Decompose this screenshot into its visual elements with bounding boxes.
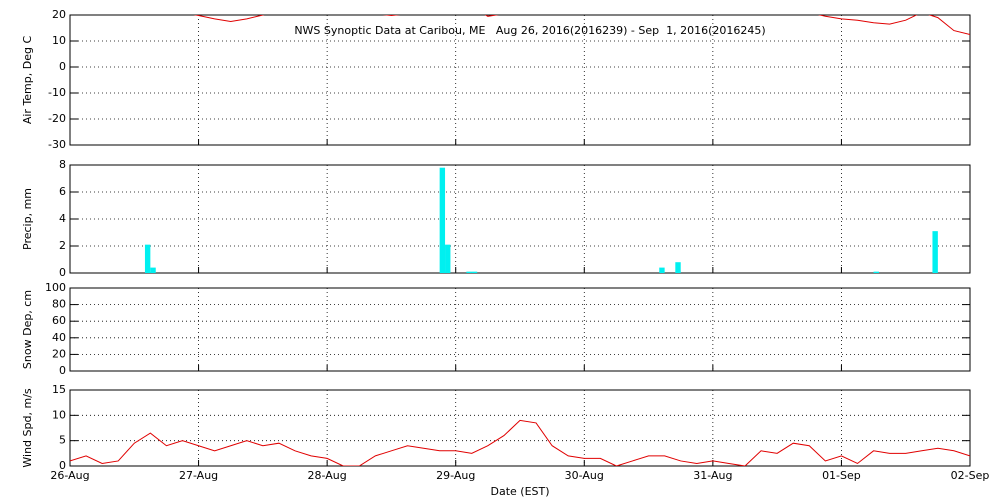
- bar: [439, 167, 446, 273]
- x-tick-label: 31-Aug: [693, 469, 732, 482]
- y-tick-label: 10: [52, 408, 66, 421]
- bar: [445, 244, 451, 273]
- y-tick-label: 100: [45, 281, 66, 294]
- y-tick-label: 4: [59, 212, 66, 225]
- x-axis-label: Date (EST): [490, 485, 549, 498]
- y-tick-label: -10: [48, 86, 66, 99]
- x-tick-label: 02-Sep: [951, 469, 990, 482]
- y-tick-label: 40: [52, 331, 66, 344]
- y-tick-label: 5: [59, 434, 66, 447]
- y-tick-label: 10: [52, 34, 66, 47]
- y-tick-label: 6: [59, 185, 66, 198]
- series-group: [70, 419, 970, 466]
- y-axis-label: Snow Dep, cm: [21, 290, 34, 369]
- series-group: [193, 15, 970, 35]
- y-tick-label: 0: [59, 364, 66, 377]
- series-group: [144, 167, 938, 273]
- plot-frame: [69, 164, 971, 274]
- y-tick-label: 60: [52, 314, 66, 327]
- bar: [471, 271, 478, 273]
- bar: [150, 267, 156, 273]
- x-tick-label: 29-Aug: [436, 469, 475, 482]
- bar: [675, 262, 681, 273]
- bar: [873, 271, 879, 273]
- line: [70, 419, 970, 466]
- x-tick-label: 28-Aug: [308, 469, 347, 482]
- bar: [466, 271, 472, 273]
- y-tick-label: 20: [52, 347, 66, 360]
- x-tick-label: 30-Aug: [565, 469, 604, 482]
- y-axis-label: Air Temp, Deg C: [21, 36, 34, 125]
- y-tick-label: 80: [52, 298, 66, 311]
- bar: [932, 231, 938, 273]
- line: [193, 15, 970, 35]
- plot-frame: [69, 287, 971, 372]
- y-axis-label: Wind Spd, m/s: [21, 388, 34, 468]
- plot-frame: [69, 389, 971, 467]
- bar: [144, 244, 151, 273]
- bar: [659, 267, 665, 273]
- x-tick-label: 26-Aug: [50, 469, 89, 482]
- y-tick-label: 0: [59, 266, 66, 279]
- y-tick-label: 0: [59, 459, 66, 472]
- y-tick-label: 2: [59, 239, 66, 252]
- chart-title: NWS Synoptic Data at Caribou, ME Aug 26,…: [294, 24, 765, 37]
- x-tick-label: 01-Sep: [822, 469, 861, 482]
- x-tick-label: 27-Aug: [179, 469, 218, 482]
- y-tick-label: 8: [59, 158, 66, 171]
- y-tick-label: -30: [48, 138, 66, 151]
- y-tick-label: 0: [59, 60, 66, 73]
- y-axis-label: Precip, mm: [21, 188, 34, 250]
- y-tick-label: 20: [52, 8, 66, 21]
- y-tick-label: -20: [48, 112, 66, 125]
- plot-frame: [69, 14, 971, 146]
- y-tick-label: 15: [52, 383, 66, 396]
